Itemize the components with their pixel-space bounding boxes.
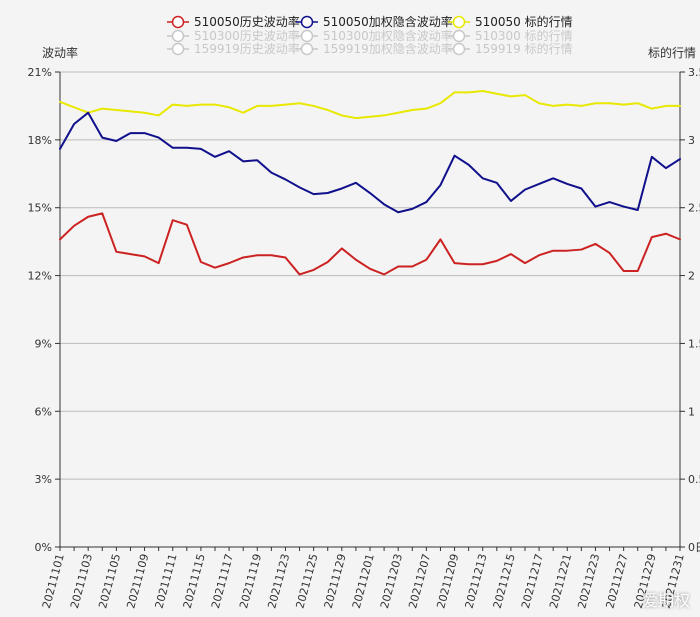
y-right-tick-label: 3 bbox=[688, 134, 695, 147]
x-tick-label: 20211117 bbox=[209, 552, 236, 609]
legend-marker bbox=[171, 15, 185, 29]
y-left-tick-label: 3% bbox=[35, 473, 52, 486]
x-tick-label: 20211119 bbox=[237, 552, 264, 609]
y-right-tick-label: 2 bbox=[688, 270, 695, 283]
legend-label: 510050历史波动率 bbox=[194, 14, 300, 29]
legend-label: 510300加权隐含波动率 bbox=[323, 28, 453, 43]
legend-marker bbox=[171, 29, 185, 43]
x-tick-label: 20211101 bbox=[40, 552, 67, 609]
x-tick-label: 20211207 bbox=[406, 552, 433, 609]
legend-label: 510300历史波动率 bbox=[194, 28, 300, 43]
x-tick-label: 20211213 bbox=[463, 552, 490, 609]
legend-marker bbox=[300, 15, 314, 29]
y-right-tick-label: 0.5 bbox=[688, 473, 700, 486]
x-tick-label: 20211201 bbox=[350, 552, 377, 609]
y-left-tick-label: 12% bbox=[28, 270, 52, 283]
x-tick-label: 20211223 bbox=[575, 552, 602, 609]
legend-marker bbox=[452, 42, 466, 56]
legend-marker bbox=[171, 42, 185, 56]
x-tick-label: 20211111 bbox=[153, 552, 180, 609]
y-left-axis-title: 波动率 bbox=[42, 45, 78, 60]
y-right-tick-label: 1 bbox=[688, 405, 695, 418]
legend-label: 159919加权隐含波动率 bbox=[323, 41, 453, 56]
x-tick-label: 20211215 bbox=[491, 552, 518, 609]
legend-label: 159919 标的行情 bbox=[475, 41, 573, 56]
y-left-tick-label: 6% bbox=[35, 405, 52, 418]
y-left-tick-label: 0% bbox=[35, 541, 52, 554]
y-left-tick-label: 9% bbox=[35, 337, 52, 350]
x-tick-label: 20211123 bbox=[265, 552, 292, 609]
legend-label: 510300 标的行情 bbox=[475, 28, 573, 43]
x-tick-label: 20211125 bbox=[293, 552, 320, 609]
y-right-axis-title: 标的行情 bbox=[648, 45, 696, 60]
x-tick-label: 20211105 bbox=[96, 552, 123, 609]
watermark: 爱期权 bbox=[641, 591, 690, 610]
y-right-tick-label: 2.5 bbox=[688, 202, 700, 215]
legend-label: 510050 标的行情 bbox=[475, 14, 573, 29]
legend-label: 510050加权隐含波动率 bbox=[323, 14, 453, 29]
x-tick-label: 20211203 bbox=[378, 552, 405, 609]
x-tick-label: 20211227 bbox=[603, 552, 630, 609]
y-right-tick-label: 0日期 bbox=[688, 541, 700, 554]
legend-marker bbox=[452, 29, 466, 43]
series-line bbox=[59, 212, 681, 276]
legend-marker bbox=[300, 29, 314, 43]
x-tick-label: 20211209 bbox=[434, 552, 461, 609]
x-tick-label: 20211217 bbox=[519, 552, 546, 609]
series-line bbox=[59, 111, 681, 214]
legend-marker bbox=[300, 42, 314, 56]
legend-label: 159919历史波动率 bbox=[194, 41, 300, 56]
x-tick-label: 20211129 bbox=[322, 552, 349, 609]
x-tick-label: 20211109 bbox=[124, 552, 151, 609]
y-left-tick-label: 18% bbox=[28, 134, 52, 147]
y-left-tick-label: 15% bbox=[28, 202, 52, 215]
x-tick-label: 20211103 bbox=[68, 552, 95, 609]
series-line bbox=[59, 90, 681, 120]
y-right-tick-label: 1.5 bbox=[688, 337, 700, 350]
x-tick-label: 20211221 bbox=[547, 552, 574, 609]
y-right-tick-label: 3.5 bbox=[688, 66, 700, 79]
y-left-tick-label: 21% bbox=[28, 66, 52, 79]
x-tick-label: 20211115 bbox=[181, 552, 208, 609]
legend-marker bbox=[452, 15, 466, 29]
